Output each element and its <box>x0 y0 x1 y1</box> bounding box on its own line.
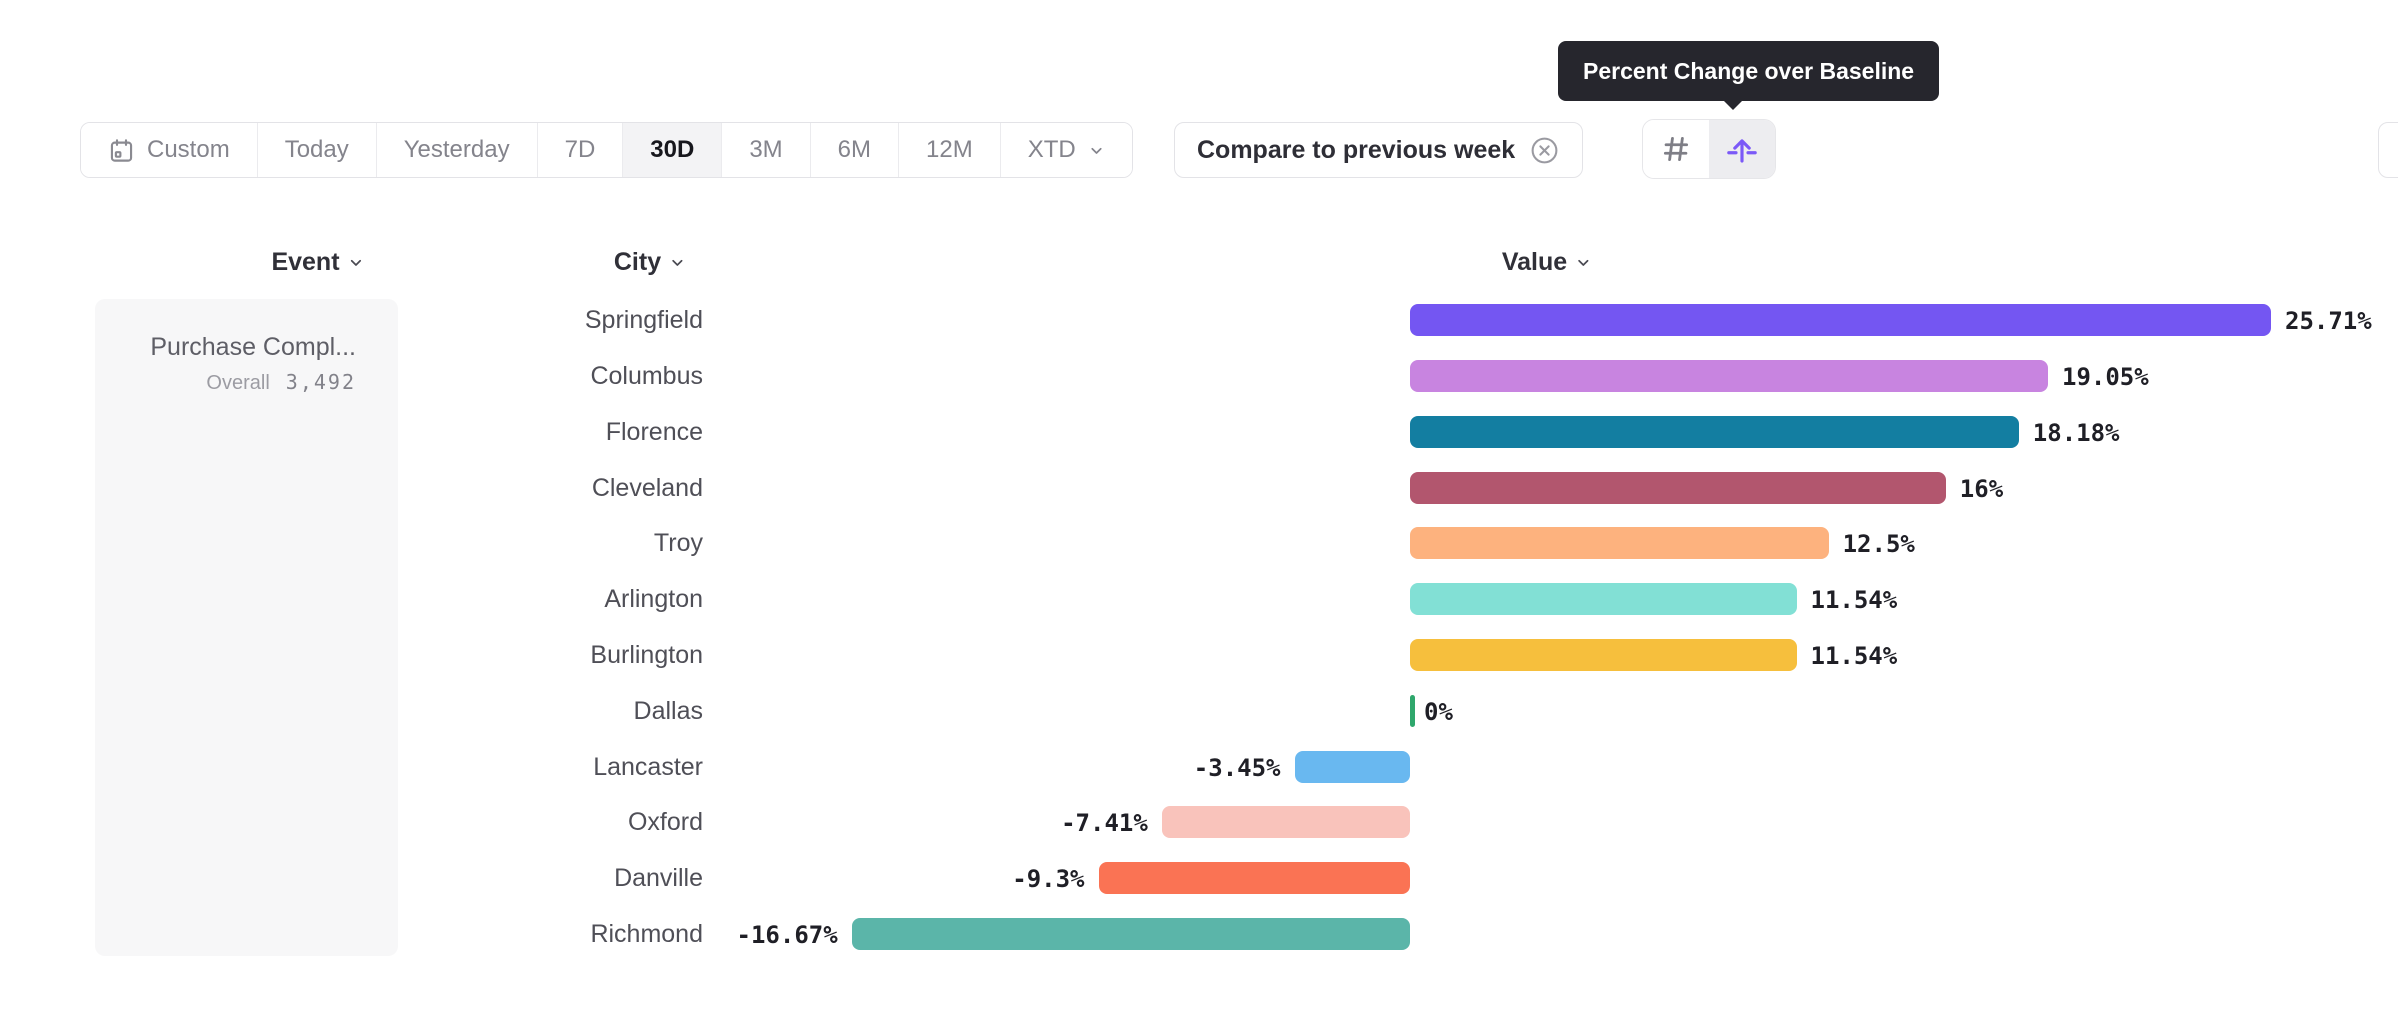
chart-row-richmond: Richmond -16.67% <box>0 918 2398 950</box>
tooltip-text: Percent Change over Baseline <box>1583 57 1915 84</box>
bar-florence[interactable] <box>1410 415 2019 448</box>
chevron-down-icon <box>669 254 686 271</box>
metric-label: Overall <box>206 372 270 394</box>
value-label: 25.71% <box>2285 307 2372 335</box>
compare-button[interactable]: Compare to previous week <box>1174 122 1584 178</box>
event-title: Purchase Compl... <box>150 333 356 361</box>
tooltip: Percent Change over Baseline <box>1558 41 1940 110</box>
compare-button-label: Compare to previous week <box>1197 135 1516 164</box>
city-label: Springfield <box>584 306 703 334</box>
value-label: 11.54% <box>1810 641 1898 670</box>
event-metric: Overall 3,492 <box>206 370 356 395</box>
city-label: Burlington <box>590 640 703 669</box>
date-range-custom[interactable]: Custom <box>81 123 258 177</box>
bar-springfield[interactable] <box>1410 304 2271 336</box>
bar-cleveland[interactable] <box>1410 471 1946 504</box>
chart-row-arlington: Arlington 11.54% <box>0 583 2398 616</box>
absolute-numbers-button[interactable] <box>1643 120 1709 178</box>
chevron-down-icon <box>1088 142 1105 159</box>
value-label: -9.3% <box>1012 865 1085 894</box>
arrow-up-from-baseline-icon <box>1724 131 1760 167</box>
value-label: 16% <box>1959 474 2004 503</box>
cutoff-button-right-edge[interactable] <box>2378 122 2398 178</box>
value-label: 12.5% <box>1842 530 1915 559</box>
bar-dallas[interactable] <box>1410 694 1415 727</box>
event-panel[interactable]: Purchase Compl... Overall 3,492 <box>95 299 398 956</box>
value-label: -3.45% <box>1193 753 1281 782</box>
chart-row-cleveland: Cleveland 16% <box>0 471 2398 504</box>
hash-icon <box>1659 132 1693 166</box>
view-toggle-control <box>1642 119 1776 179</box>
chart-row-burlington: Burlington 11.54% <box>0 638 2398 671</box>
city-label: Danville <box>614 864 703 893</box>
chart-row-florence: Florence 18.18% <box>0 415 2398 448</box>
bar-oxford[interactable] <box>1161 806 1410 839</box>
date-range-12m[interactable]: 12M <box>899 123 1001 177</box>
percent-change-over-baseline-button[interactable] <box>1709 120 1775 178</box>
bar-richmond[interactable] <box>851 918 1410 950</box>
city-label: Richmond <box>590 920 703 948</box>
date-range-xtd[interactable]: XTD <box>1000 123 1132 177</box>
calendar-icon <box>108 137 135 164</box>
city-label: Dallas <box>633 696 703 725</box>
city-label: Troy <box>653 529 703 558</box>
chart-row-lancaster: Lancaster -3.45% <box>0 750 2398 783</box>
chart-row-danville: Danville -9.3% <box>0 862 2398 895</box>
metric-value: 3,492 <box>285 370 356 394</box>
city-label: Oxford <box>627 808 703 837</box>
city-label: Cleveland <box>591 473 703 502</box>
circle-x-icon[interactable] <box>1529 135 1560 166</box>
chart-row-dallas: Dallas 0% <box>0 694 2398 727</box>
chart-row-oxford: Oxford -7.41% <box>0 806 2398 839</box>
bar-danville[interactable] <box>1098 862 1410 895</box>
bar-columbus[interactable] <box>1410 359 2048 392</box>
city-label: Lancaster <box>593 752 703 781</box>
value-label: 0% <box>1424 697 1453 726</box>
chart-row-columbus: Columbus 19.05% <box>0 359 2398 392</box>
date-range-3m[interactable]: 3M <box>722 123 811 177</box>
bar-troy[interactable] <box>1410 527 1829 560</box>
value-label: 18.18% <box>2032 418 2120 447</box>
bar-lancaster[interactable] <box>1294 750 1410 783</box>
chart-row-springfield: Springfield 25.71% <box>0 304 2398 336</box>
column-header-city[interactable]: City <box>614 246 686 278</box>
city-label: Florence <box>605 417 703 446</box>
value-label: 19.05% <box>2062 362 2149 391</box>
value-label: -7.41% <box>1061 809 1148 838</box>
column-header-value[interactable]: Value <box>1502 246 1592 278</box>
date-range-today[interactable]: Today <box>257 123 377 177</box>
value-label: -16.67% <box>736 921 838 949</box>
chart-row-troy: Troy 12.5% <box>0 527 2398 560</box>
date-range-6m[interactable]: 6M <box>810 123 899 177</box>
date-range-yesterday[interactable]: Yesterday <box>376 123 538 177</box>
value-label: 11.54% <box>1810 586 1898 615</box>
city-label: Arlington <box>604 585 703 614</box>
city-label: Columbus <box>590 361 703 390</box>
chevron-down-icon <box>1575 254 1592 271</box>
date-range-control: Custom Today Yesterday 7D 30D 3M 6M 12M XTD <box>80 122 1133 178</box>
chevron-down-icon <box>348 254 365 271</box>
date-range-7d[interactable]: 7D <box>537 123 624 177</box>
column-header-event[interactable]: Event <box>271 246 364 278</box>
bar-burlington[interactable] <box>1410 638 1797 671</box>
bar-arlington[interactable] <box>1410 583 1797 616</box>
date-range-30d[interactable]: 30D <box>623 123 723 177</box>
